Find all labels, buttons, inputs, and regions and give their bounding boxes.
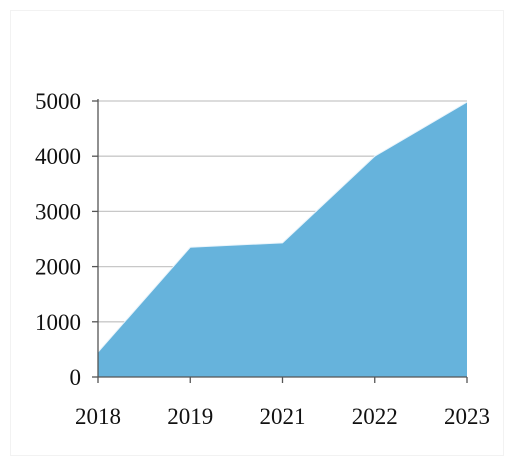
x-tick-label: 2019 [167,404,213,429]
area-layer [97,101,468,377]
x-tick-label: 2021 [260,404,306,429]
x-tick-labels: 2018 2019 2021 2022 2023 [75,404,490,429]
y-tick-label: 2000 [35,255,81,280]
y-tick-label: 1000 [35,310,81,335]
x-tick-label: 2023 [444,404,490,429]
x-tick-label: 2022 [352,404,398,429]
area-edge [97,101,468,353]
y-tick-label: 4000 [35,144,81,169]
area-series [98,102,467,377]
y-tick-label: 0 [70,365,82,390]
y-tick-label: 3000 [35,199,81,224]
y-tick-labels: 0 1000 2000 3000 4000 5000 [35,89,81,390]
y-tick-label: 5000 [35,89,81,114]
x-tick-label: 2018 [75,404,121,429]
axes [92,99,468,383]
